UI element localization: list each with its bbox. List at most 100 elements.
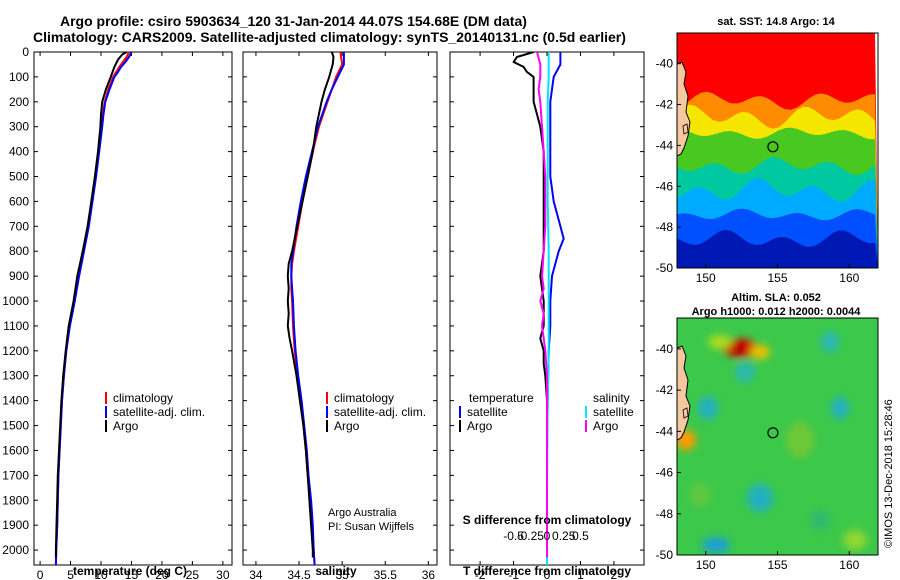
x-tick-label: 20 bbox=[155, 568, 169, 580]
depth-tick-label: 300 bbox=[9, 120, 29, 134]
salinity-diff-tick-label: 0.5 bbox=[572, 529, 589, 543]
latitude-tick-label: -42 bbox=[656, 383, 674, 397]
depth-tick-label: 1200 bbox=[2, 344, 29, 358]
x-tick-label: 0 bbox=[37, 568, 44, 580]
latitude-tick-label: -40 bbox=[656, 342, 674, 356]
latitude-tick-label: -50 bbox=[656, 548, 674, 562]
sla-map-background bbox=[677, 318, 878, 555]
longitude-tick-label: 150 bbox=[696, 271, 716, 285]
temperature-plot-area bbox=[33, 51, 233, 566]
x-tick-label: 15 bbox=[125, 568, 139, 580]
legend-climatology-label: climatology bbox=[113, 391, 173, 405]
series-line-s-argo bbox=[536, 52, 548, 558]
imos-timestamp: ©IMOS 13-Dec-2018 15:28:46 bbox=[883, 399, 895, 548]
legend-salinity-heading: salinity bbox=[593, 391, 630, 405]
depth-tick-label: 1500 bbox=[2, 419, 29, 433]
legend-climatology-label: climatology bbox=[334, 391, 394, 405]
longitude-tick-label: 160 bbox=[839, 271, 859, 285]
x-tick-label: 30 bbox=[216, 568, 230, 580]
sst-island bbox=[682, 123, 689, 135]
x-tick-label: 35.5 bbox=[374, 568, 398, 580]
depth-tick-label: 1600 bbox=[2, 443, 29, 457]
longitude-tick-label: 160 bbox=[839, 558, 859, 572]
legend-t-argo-label: Argo bbox=[467, 419, 493, 433]
latitude-tick-label: -46 bbox=[656, 179, 674, 193]
x-tick-label: -2 bbox=[475, 568, 486, 580]
x-tick-label: 34 bbox=[249, 568, 263, 580]
depth-tick-label: 800 bbox=[9, 244, 29, 258]
legend-s-argo-label: Argo bbox=[593, 419, 619, 433]
sla-map-panel: Altim. SLA: 0.052 Argo h1000: 0.012 h200… bbox=[656, 292, 879, 572]
sla-map-title-line2: Argo h1000: 0.012 h2000: 0.0044 bbox=[692, 306, 862, 318]
salinity-diff-tick-label: -0.25 bbox=[517, 529, 545, 543]
depth-tick-label: 700 bbox=[9, 219, 29, 233]
depth-tick-label: 100 bbox=[9, 70, 29, 84]
x-tick-label: 1 bbox=[577, 568, 584, 580]
credit-line1: Argo Australia bbox=[328, 507, 397, 519]
salinity-xlabel: salinity bbox=[315, 564, 357, 578]
legend-s-satellite-label: satellite bbox=[593, 405, 634, 419]
depth-tick-label: 1800 bbox=[2, 493, 29, 507]
difference-legend-right: salinity satellite Argo bbox=[585, 391, 634, 433]
depth-tick-label: 900 bbox=[9, 269, 29, 283]
salinity-diff-tick-label: -0.5 bbox=[503, 529, 524, 543]
depth-tick-label: 2000 bbox=[2, 543, 29, 557]
x-tick-label: 35 bbox=[335, 568, 349, 580]
figure-title-line1: Argo profile: csiro 5903634_120 31-Jan-2… bbox=[60, 13, 527, 29]
sla-map-title-line1: Altim. SLA: 0.052 bbox=[731, 292, 821, 304]
depth-tick-label: 500 bbox=[9, 170, 29, 184]
depth-tick-label: 1900 bbox=[2, 518, 29, 532]
latitude-tick-label: -50 bbox=[656, 261, 674, 275]
legend-t-satellite-label: satellite bbox=[467, 405, 508, 419]
x-tick-label: 0 bbox=[544, 568, 551, 580]
longitude-tick-label: 155 bbox=[767, 558, 787, 572]
salinity-diff-tick-label: 0.25 bbox=[552, 529, 576, 543]
latitude-tick-label: -44 bbox=[656, 424, 674, 438]
sst-argo-position-marker bbox=[767, 141, 779, 153]
temperature-panel: 0100200300400500600700800900100011001200… bbox=[2, 45, 233, 580]
longitude-tick-label: 155 bbox=[767, 271, 787, 285]
latitude-tick-label: -44 bbox=[656, 138, 674, 152]
x-tick-label: 34.5 bbox=[287, 568, 311, 580]
difference-legend-left: temperature satellite Argo bbox=[459, 391, 534, 433]
x-tick-label: 36 bbox=[422, 568, 436, 580]
sla-anomaly-field bbox=[677, 331, 867, 553]
depth-tick-label: 1300 bbox=[2, 369, 29, 383]
salinity-legend: climatology satellite-adj. clim. Argo bbox=[326, 391, 426, 433]
x-tick-label: 5 bbox=[67, 568, 74, 580]
x-tick-label: 10 bbox=[94, 568, 108, 580]
x-tick-label: -1 bbox=[508, 568, 519, 580]
sla-argo-position-marker bbox=[767, 427, 779, 439]
temperature-legend: climatology satellite-adj. clim. Argo bbox=[105, 391, 205, 433]
legend-argo-label: Argo bbox=[113, 419, 139, 433]
salinity-plot-area bbox=[242, 51, 438, 566]
depth-tick-label: 1000 bbox=[2, 294, 29, 308]
x-tick-label: 2 bbox=[611, 568, 618, 580]
latitude-tick-label: -48 bbox=[656, 507, 674, 521]
depth-tick-label: 1100 bbox=[3, 319, 29, 333]
depth-tick-label: 1400 bbox=[2, 394, 29, 408]
salinity-panel: 34 34.5 35 35.5 36 salinity climatology sate… bbox=[242, 51, 438, 580]
salinity-diff-tick-label: 0 bbox=[544, 529, 551, 543]
latitude-tick-label: -40 bbox=[656, 57, 674, 71]
legend-satellite-label: satellite-adj. clim. bbox=[334, 405, 426, 419]
depth-tick-label: 1700 bbox=[2, 468, 29, 482]
depth-tick-label: 400 bbox=[9, 145, 29, 159]
x-tick-label: 25 bbox=[186, 568, 200, 580]
difference-xlabel: T difference from climatology bbox=[463, 564, 631, 578]
temperature-xlabel: temperature (deg C) bbox=[73, 564, 187, 578]
depth-tick-label: 200 bbox=[9, 95, 29, 109]
series-line-argo bbox=[54, 52, 128, 558]
difference-top-xlabel: S difference from climatology bbox=[463, 513, 632, 527]
legend-satellite-label: satellite-adj. clim. bbox=[113, 405, 205, 419]
depth-tick-label: 0 bbox=[22, 45, 29, 59]
figure-title-line2: Climatology: CARS2009. Satellite-adjuste… bbox=[33, 29, 626, 45]
sst-map-panel: sat. SST: 14.8 Argo: 14 150 155 160 -40 -42 -… bbox=[656, 16, 879, 285]
credit-line2: PI: Susan Wijffels bbox=[328, 521, 414, 533]
latitude-tick-label: -42 bbox=[656, 98, 674, 112]
sst-map-title: sat. SST: 14.8 Argo: 14 bbox=[717, 16, 835, 28]
latitude-tick-label: -48 bbox=[656, 220, 674, 234]
legend-argo-label: Argo bbox=[334, 419, 360, 433]
depth-tick-label: 600 bbox=[9, 194, 29, 208]
